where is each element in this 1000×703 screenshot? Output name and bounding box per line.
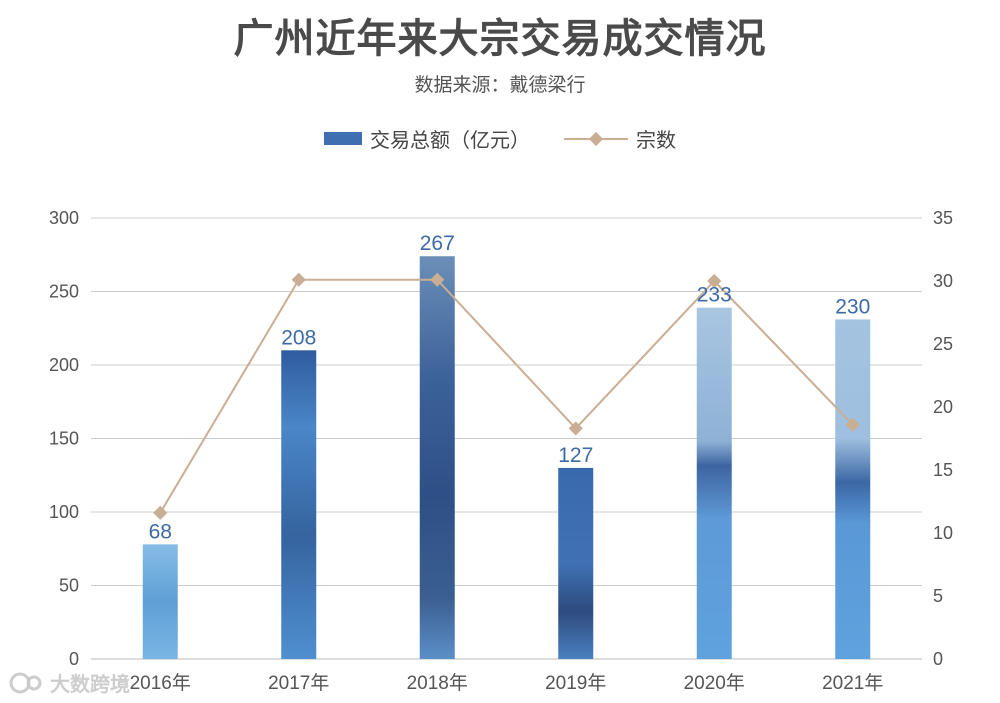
bar-data-label: 208 — [281, 326, 316, 349]
count-point — [568, 421, 583, 436]
bar — [558, 467, 594, 659]
watermark: 大数跨境 — [8, 668, 130, 697]
x-tick-label: 2019年 — [545, 672, 606, 694]
legend-bar-swatch — [324, 132, 362, 145]
y-left-tick-label: 50 — [59, 576, 79, 596]
bar — [696, 307, 732, 659]
x-tick-label: 2018年 — [407, 672, 468, 694]
y-left-tick-label: 250 — [49, 282, 79, 302]
y-right-tick-label: 15 — [933, 460, 953, 480]
bar — [142, 544, 178, 659]
watermark-text: 大数跨境 — [50, 674, 130, 696]
count-point — [707, 273, 722, 289]
legend-label-count: 宗数 — [636, 130, 676, 152]
y-axis-right: 0 5 10 15 20 25 30 35 — [933, 208, 953, 669]
x-tick-label: 2020年 — [684, 672, 745, 694]
y-right-tick-label: 20 — [933, 397, 953, 417]
bar-data-label: 233 — [697, 284, 732, 307]
y-right-tick-label: 25 — [933, 334, 953, 354]
bar-labels: 68 208 267 127 233 230 — [149, 232, 871, 543]
y-right-tick-label: 35 — [933, 208, 953, 228]
chart-title: 广州近年来大宗交易成交情况 — [233, 17, 767, 61]
bars — [142, 256, 871, 659]
count-point — [845, 417, 860, 432]
legend-item-count: 宗数 — [564, 124, 676, 153]
bar-data-label: 68 — [149, 520, 172, 543]
count-point — [153, 505, 168, 520]
y-left-tick-label: 150 — [49, 429, 79, 449]
y-right-tick-label: 10 — [933, 523, 953, 543]
y-left-tick-label: 200 — [49, 355, 79, 375]
x-tick-label: 2021年 — [822, 672, 883, 694]
count-line-path — [159, 278, 854, 514]
x-tick-label: 2017年 — [268, 672, 329, 694]
count-point — [291, 272, 306, 287]
y-axis-left: 0 50 100 150 200 250 300 — [49, 208, 79, 669]
count-line — [153, 272, 860, 520]
legend-line-swatch — [564, 131, 628, 146]
chart-subtitle: 数据来源：戴德梁行 — [414, 75, 586, 96]
bar — [835, 319, 871, 659]
y-left-tick-label: 100 — [49, 502, 79, 522]
legend-item-amount: 交易总额（亿元） — [324, 124, 530, 153]
grid-lines — [91, 217, 922, 660]
x-axis: 2016年 2017年 2018年 2019年 2020年 2021年 — [130, 672, 884, 694]
watermark-logo-icon — [9, 672, 42, 693]
y-left-tick-label: 300 — [49, 208, 79, 228]
legend: 交易总额（亿元） 宗数 — [0, 124, 1000, 153]
bar — [281, 350, 317, 659]
y-right-tick-label: 0 — [933, 649, 943, 669]
y-left-tick-label: 0 — [69, 649, 79, 669]
bar-data-label: 127 — [558, 444, 593, 467]
y-right-tick-label: 30 — [933, 271, 953, 291]
x-tick-label: 2016年 — [130, 672, 191, 694]
y-right-tick-label: 5 — [933, 586, 943, 606]
bar — [419, 256, 455, 659]
bar-data-label: 230 — [835, 295, 870, 318]
bar-data-label: 267 — [420, 232, 455, 255]
legend-label-amount: 交易总额（亿元） — [370, 130, 530, 152]
count-point — [430, 272, 445, 287]
